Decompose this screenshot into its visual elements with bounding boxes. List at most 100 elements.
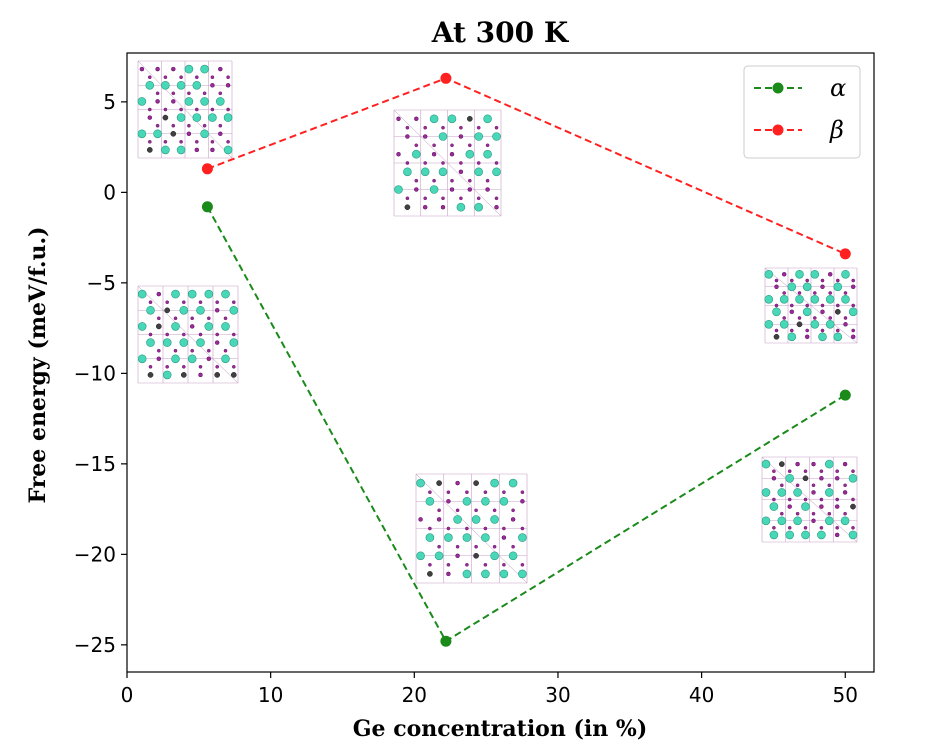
small-atom: [811, 490, 816, 495]
small-atom: [520, 499, 525, 504]
small-atom: [187, 123, 191, 128]
small-atom: [423, 125, 428, 130]
large-atom: [176, 113, 186, 122]
small-atom: [215, 332, 219, 337]
small-atom: [171, 123, 176, 128]
cell-edge: [393, 109, 502, 217]
small-atom: [772, 526, 776, 530]
small-atom: [423, 196, 428, 201]
y-tick-label: −25: [74, 633, 116, 657]
small-atom: [797, 316, 802, 320]
small-atom: [465, 526, 469, 531]
small-atom: [851, 303, 856, 308]
large-atom: [474, 167, 484, 177]
small-atom: [819, 476, 824, 481]
dark-atom: [473, 552, 479, 559]
unit-cell-lines: [137, 285, 239, 384]
atoms: [137, 64, 233, 155]
small-atom: [520, 490, 525, 495]
small-atom: [449, 151, 455, 157]
small-atom: [819, 497, 824, 502]
small-atom: [851, 497, 855, 502]
large-atom: [176, 145, 186, 155]
large-atom: [146, 338, 155, 347]
small-atom: [147, 115, 153, 120]
small-atom: [467, 187, 473, 192]
atoms: [764, 269, 858, 342]
small-atom: [811, 511, 816, 516]
large-atom: [481, 569, 490, 579]
series-line-alpha: [206, 206, 846, 643]
small-atom: [210, 147, 215, 153]
small-atom: [501, 535, 507, 540]
small-atom: [163, 107, 168, 112]
small-atom: [181, 364, 186, 369]
large-atom: [787, 332, 797, 342]
small-atom: [819, 526, 824, 530]
small-atom: [218, 123, 223, 128]
large-atom: [492, 132, 501, 141]
small-atom: [194, 75, 199, 79]
large-atom: [204, 322, 214, 331]
small-atom: [155, 99, 160, 104]
large-atom: [146, 305, 155, 315]
small-atom: [422, 134, 428, 139]
large-atom: [777, 488, 787, 497]
x-tick-label: 40: [689, 683, 714, 707]
large-atom: [508, 551, 518, 561]
large-atom: [462, 496, 472, 506]
large-atom: [137, 354, 147, 364]
large-atom: [411, 149, 421, 159]
small-atom: [843, 483, 847, 488]
small-atom: [155, 91, 160, 96]
small-atom: [414, 116, 419, 122]
large-atom: [793, 516, 802, 526]
alpha-22.2-structure: [415, 473, 528, 584]
large-atom: [471, 515, 481, 524]
small-atom: [813, 316, 817, 320]
large-atom: [176, 81, 186, 90]
small-atom: [827, 483, 832, 488]
small-atom: [836, 328, 840, 333]
small-atom: [804, 334, 810, 340]
large-atom: [474, 132, 484, 141]
small-atom: [223, 348, 228, 353]
small-atom: [190, 348, 194, 353]
large-atom: [137, 322, 147, 331]
legend-marker-beta: [772, 124, 784, 136]
small-atom: [787, 504, 792, 509]
dark-atom: [773, 333, 780, 340]
small-atom: [458, 134, 464, 139]
atoms: [137, 289, 239, 380]
small-atom: [843, 322, 848, 327]
large-atom: [764, 319, 774, 329]
large-atom: [810, 269, 820, 279]
small-atom: [483, 490, 488, 495]
small-atom: [835, 497, 840, 502]
small-atom: [492, 544, 497, 549]
small-atom: [218, 66, 223, 72]
small-atom: [396, 151, 401, 157]
small-atom: [787, 497, 792, 502]
large-atom: [824, 516, 834, 526]
small-atom: [835, 526, 840, 530]
y-tick-label: −20: [74, 542, 116, 566]
small-atom: [186, 131, 192, 137]
dark-atom: [802, 475, 809, 482]
small-atom: [780, 511, 784, 516]
unit-cell-lines: [764, 267, 858, 344]
x-tick-label: 0: [121, 683, 134, 707]
large-atom: [444, 533, 453, 542]
small-atom: [834, 504, 840, 509]
small-atom: [441, 125, 445, 130]
large-atom: [162, 370, 172, 380]
small-atom: [226, 139, 230, 144]
large-atom: [137, 97, 147, 106]
small-atom: [446, 526, 451, 531]
legend-label-alpha: α: [830, 74, 846, 102]
large-atom: [162, 338, 172, 347]
large-atom: [462, 569, 472, 579]
large-atom: [171, 289, 180, 299]
small-atom: [173, 348, 178, 353]
small-atom: [198, 332, 203, 337]
